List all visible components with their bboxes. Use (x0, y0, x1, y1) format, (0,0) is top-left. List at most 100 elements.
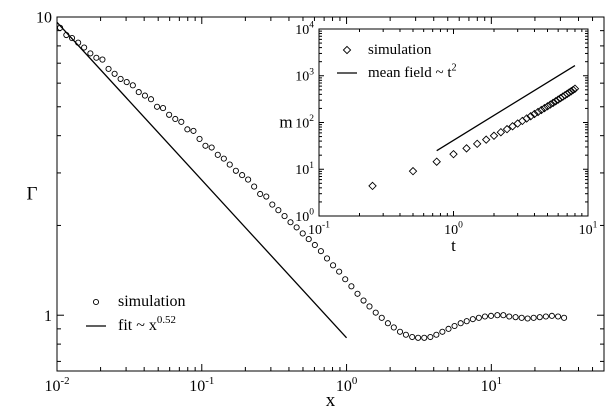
inset-legend-label: mean field ~ t2 (368, 62, 457, 81)
main-data-point (81, 44, 88, 51)
main-legend-circle-marker (92, 298, 100, 306)
main-data-point (457, 320, 464, 327)
main-data-point (548, 312, 555, 319)
inset-data-point (564, 88, 574, 97)
main-y-tick-label: 1 (44, 308, 52, 325)
main-data-point (512, 314, 519, 321)
inset-data-point (540, 103, 549, 113)
main-data-point (117, 75, 124, 82)
main-data-point (159, 105, 167, 112)
main-data-point (293, 224, 300, 231)
main-data-point (421, 334, 428, 341)
main-data-point (269, 201, 276, 208)
main-data-point (506, 313, 513, 320)
main-legend-label: simulation (118, 293, 186, 310)
inset-data-point (543, 102, 552, 111)
inset-plot: 10-1 100 101100101102103104tmsimulationmea… (279, 21, 597, 255)
inset-legend-label: simulation (368, 42, 432, 58)
inset-frame (318, 28, 589, 217)
main-data-point (402, 331, 409, 338)
main-data-point (299, 230, 306, 237)
main-data-point (336, 268, 343, 275)
main-data-point (287, 219, 294, 226)
main-data-point (542, 313, 549, 320)
main-data-point (317, 248, 324, 255)
main-data-point (257, 190, 264, 198)
inset-data-point (537, 105, 546, 115)
inset-data-point (526, 112, 535, 121)
main-data-point (68, 34, 76, 42)
inset-data-point (368, 181, 377, 191)
main-data-point (281, 213, 288, 220)
inset-data-point (502, 124, 512, 134)
main-data-point (330, 262, 337, 269)
inset-data-point (568, 85, 578, 95)
inset-data-point (472, 139, 482, 149)
main-data-point (135, 89, 142, 96)
inset-data-point (533, 107, 543, 117)
main-data-point (129, 82, 136, 89)
inset-y-tick-label: 102 (295, 114, 314, 131)
main-data-point (348, 283, 355, 290)
inset-x-tick-label: 101 (579, 221, 598, 238)
main-data-point (226, 161, 233, 168)
main-data-point (463, 318, 470, 325)
main-data-point (481, 313, 488, 320)
inset-y-tick-label: 104 (295, 21, 314, 38)
main-data-point (214, 151, 221, 158)
main-data-point (378, 314, 385, 321)
inset-data-point (570, 84, 580, 93)
inset-y-tick-label: 100 (295, 208, 314, 225)
main-data-point (354, 290, 361, 297)
main-data-point (439, 328, 446, 335)
main-data-point (190, 127, 197, 134)
main-data-point (372, 309, 379, 316)
inset-series-line (436, 65, 576, 152)
main-data-point (384, 320, 391, 327)
main-data-point (208, 144, 215, 151)
main-data-point (433, 331, 440, 338)
main-data-point (342, 276, 349, 283)
inset-y-tick-label: 101 (295, 161, 314, 178)
main-legend-label: fit ~ x0.52 (118, 314, 176, 334)
main-data-point (245, 176, 252, 183)
main-y-tick-label: 10 (36, 10, 52, 27)
main-x-tick-label: 101 (481, 375, 502, 395)
main-data-point (166, 111, 173, 118)
inset-data-point (546, 100, 555, 109)
main-data-point (220, 155, 227, 162)
main-data-point (530, 314, 537, 321)
inset-data-point (481, 135, 491, 144)
main-data-point (172, 115, 179, 123)
main-data-point (415, 334, 422, 341)
inset-data-point (408, 166, 418, 176)
main-data-point (141, 92, 148, 99)
main-data-point (105, 65, 112, 72)
main-data-point (396, 328, 404, 335)
main-data-point (469, 316, 476, 323)
main-data-point (524, 315, 531, 322)
main-data-point (518, 314, 525, 321)
main-data-point (184, 126, 191, 133)
main-y-axis-label: Γ (27, 184, 38, 205)
main-x-tick-label: 10-2 (44, 375, 69, 395)
main-data-point (311, 241, 318, 249)
main-x-tick-label: 10-1 (189, 375, 214, 395)
main-data-point (475, 314, 482, 321)
main-data-point (555, 313, 562, 320)
main-data-point (275, 207, 282, 214)
inset-data-point (432, 157, 441, 166)
main-data-point (239, 172, 246, 179)
inset-data-point (548, 98, 558, 108)
inset-data-point (462, 144, 471, 153)
main-series-line (56, 21, 348, 339)
main-data-point (93, 54, 100, 61)
main-data-point (323, 255, 331, 262)
main-data-point (154, 103, 161, 110)
main-data-point (561, 314, 568, 321)
inset-data-point (530, 109, 539, 119)
main-x-axis-label: x (326, 390, 336, 408)
main-data-point (366, 303, 373, 310)
inset-x-tick-label: 10-1 (308, 221, 330, 238)
